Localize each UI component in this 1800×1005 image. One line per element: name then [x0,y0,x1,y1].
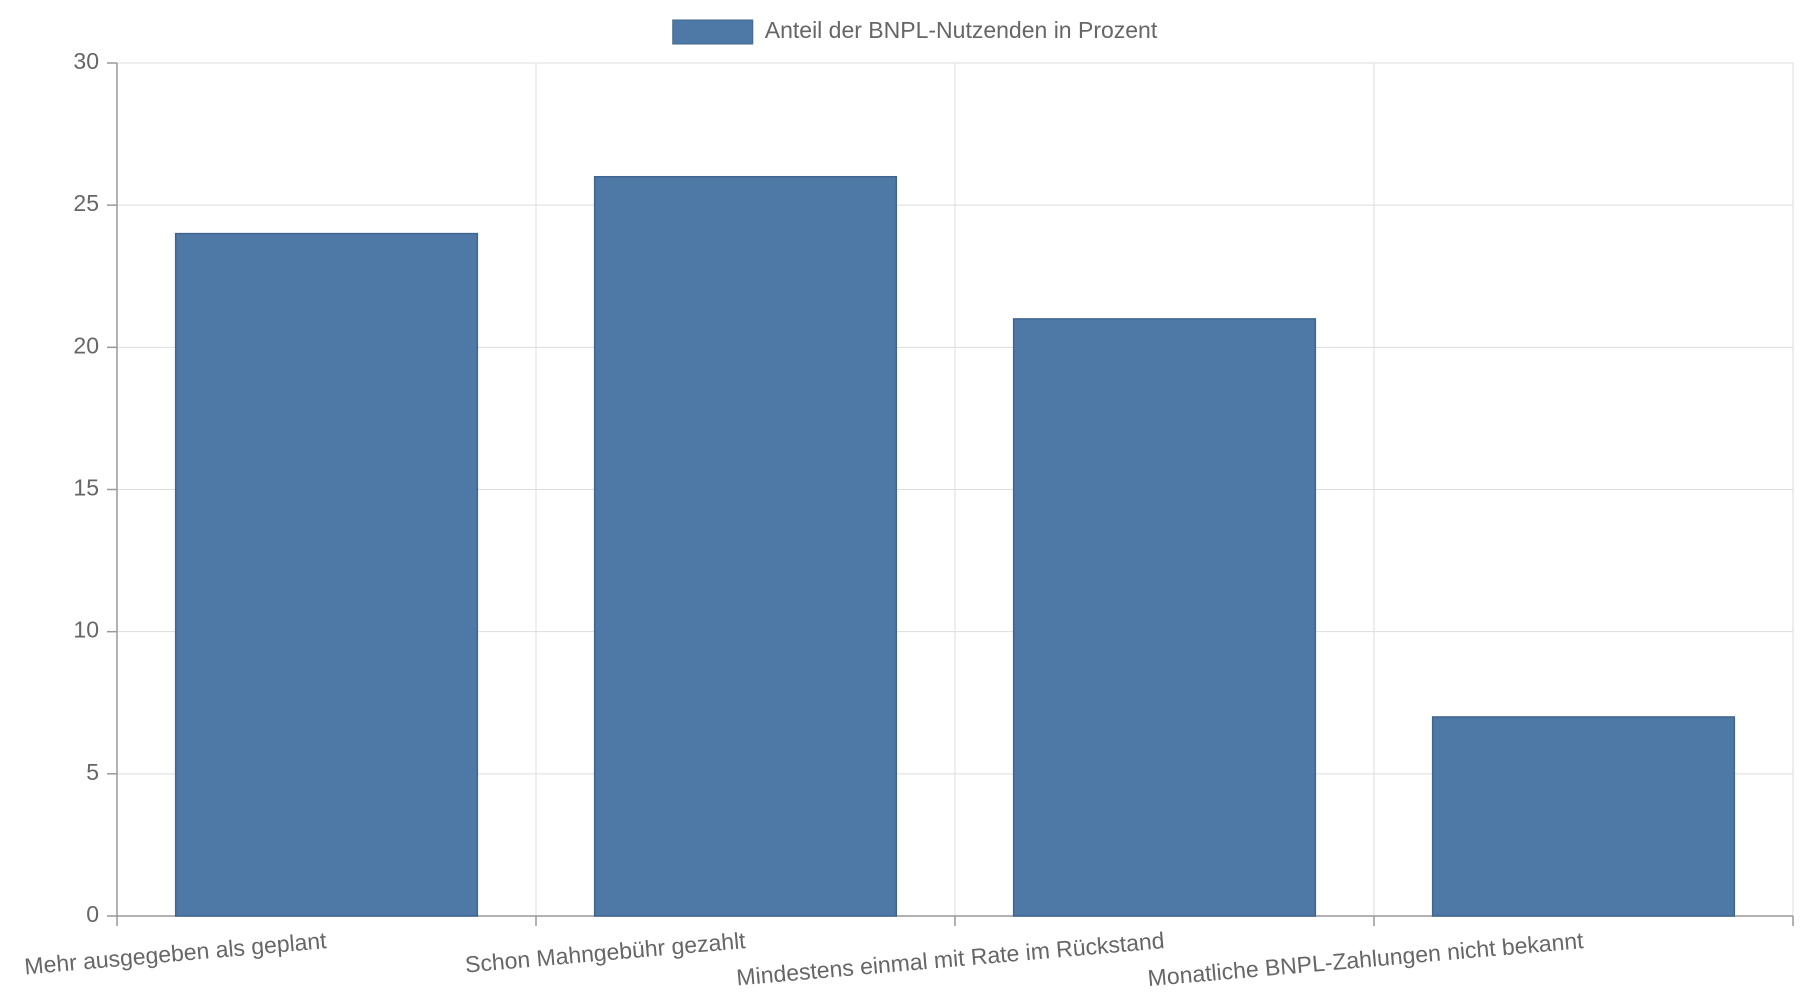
x-tick-label: Mindestens einmal mit Rate im Rückstand [735,927,1165,990]
y-tick-label: 15 [73,475,99,501]
legend-label: Anteil der BNPL-Nutzenden in Prozent [765,17,1158,43]
y-tick-label: 10 [73,617,99,643]
legend-swatch [672,19,754,45]
x-tick-label: Schon Mahngebühr gezahlt [464,927,747,977]
bar [1012,318,1317,917]
bar [174,232,479,917]
x-tick-label: Monatliche BNPL-Zahlungen nicht bekannt [1147,927,1585,991]
y-tick-label: 0 [86,901,99,927]
x-tick-label: Mehr ausgegeben als geplant [23,927,328,979]
y-tick-label: 30 [73,48,99,74]
y-tick-label: 20 [73,332,99,358]
bar [593,175,898,917]
bar [1431,716,1736,917]
y-tick-label: 5 [86,759,99,785]
y-tick-label: 25 [73,190,99,216]
